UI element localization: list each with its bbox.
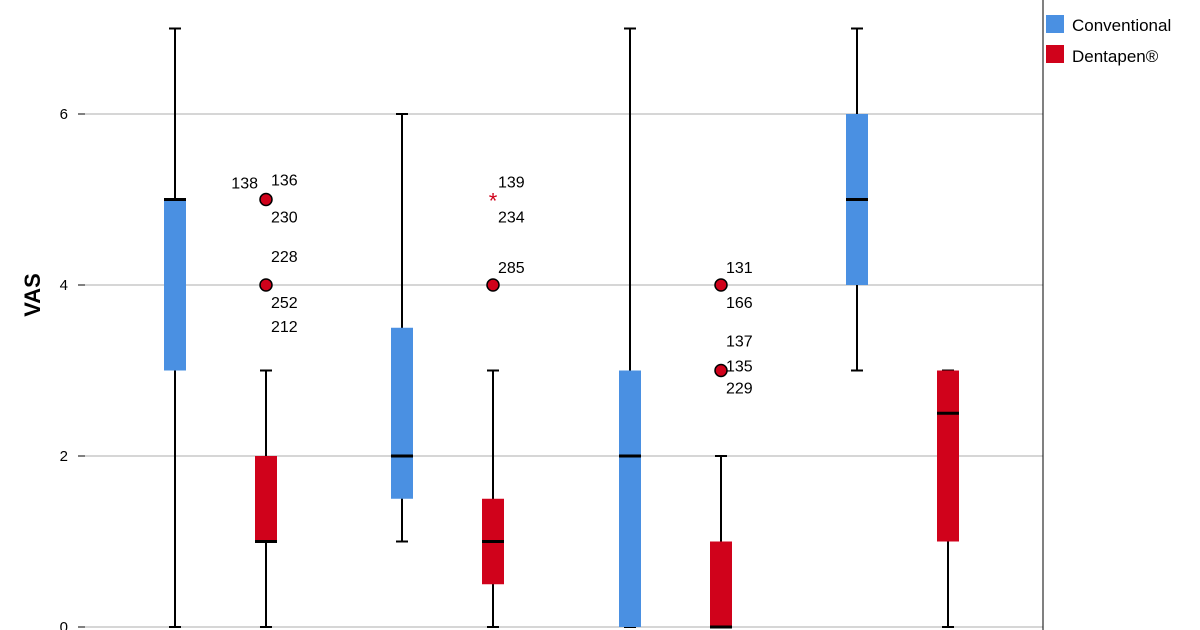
- box: [164, 199, 186, 371]
- box: [619, 370, 641, 627]
- outlier-star: *: [489, 189, 498, 214]
- outlier-circle: [259, 278, 273, 292]
- legend-swatch-dentapen: [1046, 45, 1064, 63]
- y-tick-label-0: 0: [60, 619, 68, 630]
- y-tick-label-6: 6: [60, 106, 68, 123]
- box-groups: [164, 27, 959, 629]
- y-axis: 0 2 4 6: [60, 106, 85, 630]
- outlier-label: 166: [726, 295, 753, 312]
- outlier-label: 229: [726, 381, 753, 398]
- outlier-circle: [259, 192, 273, 207]
- outlier-label: 135: [726, 359, 753, 376]
- legend: Conventional Dentapen®: [1046, 15, 1171, 66]
- y-tick-label-2: 2: [60, 448, 68, 465]
- grid-lines: [85, 113, 1043, 628]
- outlier-label: 230: [271, 210, 298, 227]
- y-tick-label-4: 4: [60, 277, 68, 294]
- legend-swatch-conventional: [1046, 15, 1064, 33]
- outlier-circle: [714, 363, 728, 378]
- outlier-label: 228: [271, 249, 298, 266]
- outlier-label: 131: [726, 260, 753, 277]
- box: [391, 327, 413, 499]
- box-group-3: [391, 113, 413, 543]
- box: [937, 370, 959, 542]
- box-group-6: [710, 455, 732, 629]
- legend-label-dentapen: Dentapen®: [1072, 47, 1159, 66]
- box-group-1: [164, 27, 186, 628]
- outlier-label: 139: [498, 175, 525, 192]
- outlier-circle: [714, 278, 728, 292]
- box-group-2: [255, 369, 277, 628]
- box-group-4: [482, 369, 504, 628]
- legend-label-conventional: Conventional: [1072, 16, 1171, 35]
- box-group-7: [846, 27, 868, 372]
- box: [710, 541, 732, 627]
- y-axis-label: VAS: [20, 273, 45, 317]
- outlier-markers: 138 136 230 228 252 212 *139 234 285 131 166 137 135…: [231, 173, 753, 398]
- outlier-circle: [486, 278, 500, 292]
- box-group-5: [619, 27, 641, 628]
- outlier-label: 234: [498, 210, 525, 227]
- outlier-label: 212: [271, 319, 298, 336]
- outlier-label: 136: [271, 173, 298, 190]
- outlier-label: 252: [271, 295, 298, 312]
- box: [255, 456, 277, 542]
- outlier-label: 285: [498, 260, 525, 277]
- box-group-8: [937, 369, 959, 628]
- outlier-label: 138: [231, 176, 258, 193]
- outlier-label: 137: [726, 334, 753, 351]
